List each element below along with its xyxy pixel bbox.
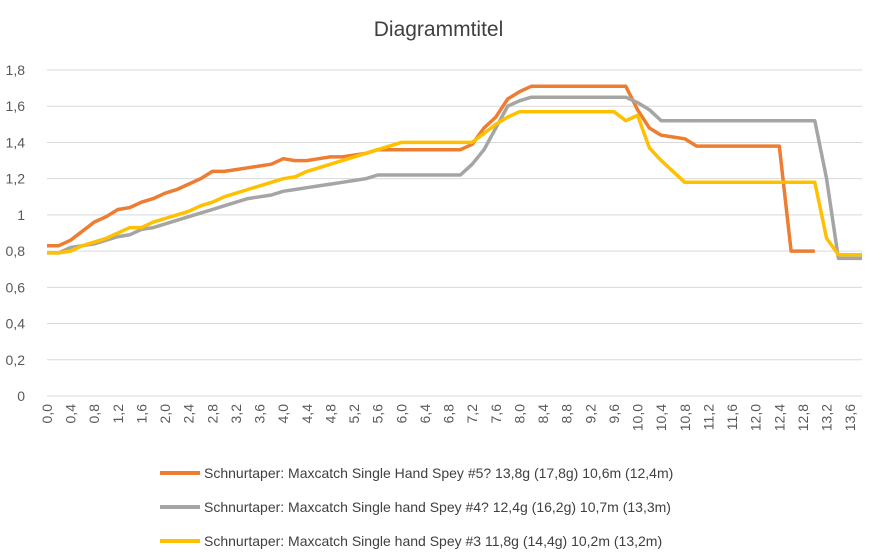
x-tick-label: 1,6 bbox=[133, 404, 149, 424]
legend-label-series-1: Schnurtaper: Maxcatch Single Hand Spey #… bbox=[204, 465, 674, 481]
x-tick-label: 2,8 bbox=[204, 404, 220, 424]
legend-item-series-3: Schnurtaper: Maxcatch Single hand Spey #… bbox=[160, 524, 673, 558]
x-tick-label: 8,4 bbox=[535, 404, 551, 424]
chart-title: Diagrammtitel bbox=[373, 18, 504, 41]
legend-label-series-2: Schnurtaper: Maxcatch Single hand Spey #… bbox=[204, 499, 671, 515]
x-tick-label: 6,0 bbox=[393, 404, 409, 424]
x-tick-label: 10,0 bbox=[630, 404, 646, 431]
x-tick-label: 10,4 bbox=[653, 404, 669, 431]
x-tick-label: 13,6 bbox=[842, 404, 858, 431]
legend-label-series-3: Schnurtaper: Maxcatch Single hand Spey #… bbox=[204, 533, 663, 549]
x-tick-label: 6,8 bbox=[441, 404, 457, 424]
x-tick-label: 7,2 bbox=[464, 404, 480, 424]
y-tick-label: 1,8 bbox=[6, 62, 26, 78]
x-tick-label: 7,6 bbox=[488, 404, 504, 424]
x-tick-label: 12,0 bbox=[748, 404, 764, 431]
x-tick-label: 3,6 bbox=[252, 404, 268, 424]
y-tick-label: 0,6 bbox=[6, 279, 26, 295]
y-tick-label: 0,4 bbox=[6, 316, 26, 332]
y-tick-label: 1,2 bbox=[6, 171, 26, 187]
series-line-1 bbox=[47, 84, 815, 253]
legend-swatch-series-2 bbox=[160, 505, 200, 509]
series-lines bbox=[47, 84, 862, 261]
x-tick-label: 10,8 bbox=[677, 404, 693, 431]
series-line-2 bbox=[47, 95, 862, 261]
x-tick-label: 0,8 bbox=[86, 404, 102, 424]
y-tick-label: 1,6 bbox=[6, 98, 26, 114]
x-tick-label: 5,6 bbox=[370, 404, 386, 424]
y-tick-label: 0,2 bbox=[6, 352, 26, 368]
series-line-3 bbox=[47, 109, 862, 257]
x-tick-label: 2,4 bbox=[181, 404, 197, 424]
legend-item-series-2: Schnurtaper: Maxcatch Single hand Spey #… bbox=[160, 490, 673, 524]
x-tick-label: 8,8 bbox=[559, 404, 575, 424]
x-tick-label: 4,8 bbox=[322, 404, 338, 424]
x-tick-label: 12,4 bbox=[771, 404, 787, 431]
x-tick-label: 11,2 bbox=[700, 404, 716, 430]
x-tick-label: 4,0 bbox=[275, 404, 291, 424]
x-tick-label: 9,2 bbox=[582, 404, 598, 424]
x-tick-label: 6,4 bbox=[417, 404, 433, 424]
x-tick-label: 0,4 bbox=[63, 404, 79, 424]
x-tick-label: 9,6 bbox=[606, 404, 622, 424]
legend-swatch-series-3 bbox=[160, 539, 200, 543]
y-tick-label: 1 bbox=[17, 207, 25, 223]
x-tick-label: 2,0 bbox=[157, 404, 173, 424]
axis-labels: 00,20,40,60,811,21,41,61,80,0 0,4 0,8 1,2 1,… bbox=[6, 62, 859, 431]
x-tick-label: 4,4 bbox=[299, 404, 315, 424]
x-tick-label: 5,2 bbox=[346, 404, 362, 424]
y-tick-label: 0,8 bbox=[6, 243, 26, 259]
x-tick-label: 0,0 bbox=[39, 404, 55, 424]
legend: Schnurtaper: Maxcatch Single Hand Spey #… bbox=[160, 456, 673, 558]
x-tick-label: 11,6 bbox=[724, 404, 740, 430]
x-tick-label: 13,2 bbox=[819, 404, 835, 431]
x-tick-label: 1,2 bbox=[110, 404, 126, 424]
y-tick-label: 0 bbox=[17, 388, 25, 404]
legend-item-series-1: Schnurtaper: Maxcatch Single Hand Spey #… bbox=[160, 456, 673, 490]
x-tick-label: 8,0 bbox=[511, 404, 527, 424]
grid-lines bbox=[47, 69, 862, 397]
y-tick-label: 1,4 bbox=[6, 134, 26, 150]
legend-swatch-series-1 bbox=[160, 471, 200, 475]
x-tick-label: 3,2 bbox=[228, 404, 244, 424]
x-tick-label: 12,8 bbox=[795, 404, 811, 431]
